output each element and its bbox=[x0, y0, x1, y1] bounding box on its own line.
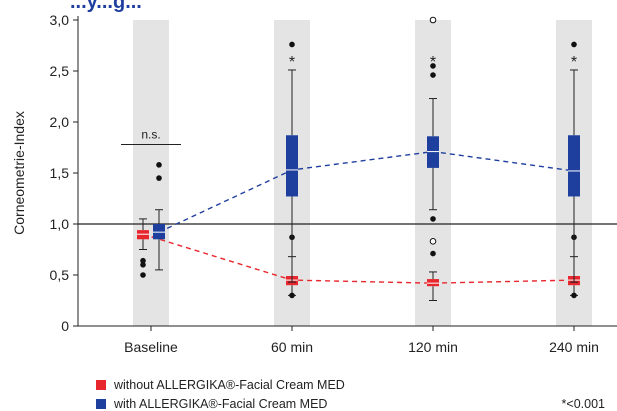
box-s0-c2-outlier-0 bbox=[430, 250, 436, 257]
y-tick-label-5: 2,5 bbox=[50, 63, 70, 79]
category-band-0 bbox=[133, 20, 169, 326]
box-s0-c2-open-outlier-0 bbox=[429, 238, 437, 245]
box-s1-c2-star: * bbox=[430, 54, 436, 71]
x-tick-label-3: 240 min bbox=[549, 339, 599, 355]
box-s1-c2-outlier-0 bbox=[430, 216, 436, 222]
chart-title-fragment: ...y...g... bbox=[70, 0, 142, 13]
legend-swatch-blue bbox=[96, 399, 106, 409]
box-s1-c0-outlier-1 bbox=[156, 162, 162, 168]
median-trend-line-0 bbox=[142, 233, 575, 284]
box-s0-c0-outlier-0 bbox=[140, 272, 146, 278]
box-s0-c0-outlier-1 bbox=[140, 262, 146, 268]
box-s1-c2-outlier-1 bbox=[430, 72, 436, 78]
box-s1-c2-outlier-2 bbox=[430, 63, 436, 69]
y-tick-label-0: 0 bbox=[61, 318, 69, 334]
y-tick-label-4: 2,0 bbox=[50, 114, 70, 130]
legend-item-without: without ALLERGIKA®-Facial Cream MED bbox=[96, 378, 345, 392]
box-s1-c2-rect bbox=[427, 136, 439, 168]
significance-label: n.s. bbox=[141, 127, 160, 141]
y-tick-label-3: 1,5 bbox=[50, 165, 70, 181]
box-s1-c1-outlier-0 bbox=[289, 292, 295, 299]
box-s1-c3-outlier-0 bbox=[571, 292, 577, 299]
x-tick-label-2: 120 min bbox=[408, 339, 458, 355]
box-s1-c1-outlier-1 bbox=[289, 41, 295, 48]
box-s1-c3-outlier-1 bbox=[571, 41, 577, 48]
box-s0-c0-outlier-2 bbox=[140, 257, 146, 264]
legend-label-with: with ALLERGIKA®-Facial Cream MED bbox=[114, 397, 328, 411]
box-s0-c2-rect bbox=[427, 279, 439, 287]
legend-label-without: without ALLERGIKA®-Facial Cream MED bbox=[114, 378, 345, 392]
box-s0-c0-rect bbox=[137, 230, 149, 240]
y-tick-label-1: 0,5 bbox=[50, 267, 70, 283]
box-s1-c0-rect bbox=[153, 224, 165, 240]
box-s1-c2-open-outlier-0 bbox=[429, 16, 437, 24]
legend-swatch-red bbox=[96, 380, 106, 390]
y-tick-label-2: 1,0 bbox=[50, 216, 70, 232]
box-s1-c1-star: * bbox=[289, 54, 295, 71]
legend-item-with: with ALLERGIKA®-Facial Cream MED bbox=[96, 397, 327, 411]
median-trend-line-1 bbox=[158, 150, 575, 233]
box-s1-c3-star: * bbox=[571, 54, 577, 71]
y-axis-label: Corneometrie-Index bbox=[11, 111, 27, 235]
x-tick-label-1: 60 min bbox=[271, 339, 313, 355]
box-s1-c1-rect bbox=[286, 135, 298, 197]
x-tick-label-0: Baseline bbox=[124, 339, 178, 355]
box-s1-c3-rect bbox=[568, 135, 580, 197]
y-tick-label-6: 3,0 bbox=[50, 12, 70, 28]
box-s1-c0-outlier-0 bbox=[156, 175, 162, 181]
significance-footnote: *<0.001 bbox=[561, 397, 605, 411]
